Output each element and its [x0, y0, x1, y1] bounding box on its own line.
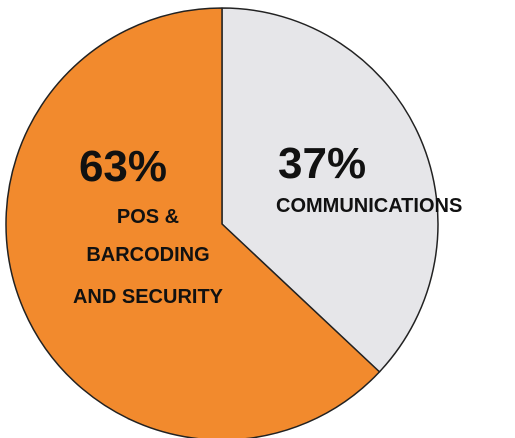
slice-pos-label-line: POS &	[117, 206, 179, 228]
slice-communications-labels: 37% COMMUNICATIONS	[276, 139, 462, 217]
slice-pos-label-line: AND SECURITY	[73, 286, 224, 308]
slice-pos-labels: 63% POS & BARCODING AND SECURITY	[73, 142, 224, 308]
slice-pos-barcoding-security	[5, 7, 381, 438]
slice-communications-value-label: 37%	[278, 139, 366, 188]
slice-communications-label-line: COMMUNICATIONS	[276, 195, 462, 217]
slice-pos-value-label: 63%	[79, 142, 167, 191]
slice-pos-label-line: BARCODING	[86, 244, 209, 266]
slice-communications	[221, 7, 439, 373]
pie-slices	[5, 7, 439, 438]
